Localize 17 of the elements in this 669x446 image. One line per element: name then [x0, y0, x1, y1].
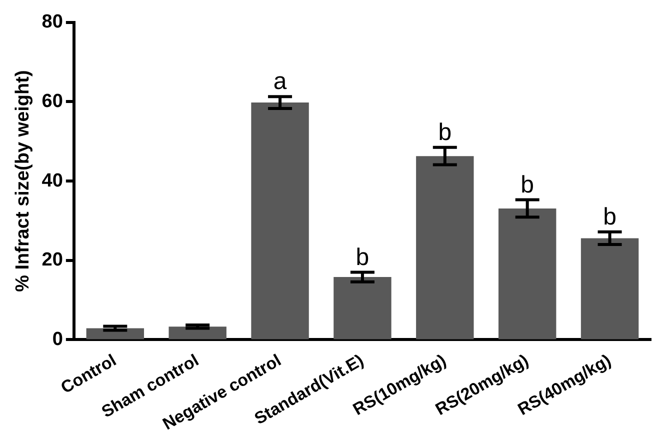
- y-tick-label: 80: [42, 12, 63, 33]
- bar: [168, 326, 226, 340]
- bar: [251, 102, 309, 340]
- bar: [580, 238, 639, 340]
- bar: [334, 277, 392, 340]
- y-axis-title: % Infract size(by weight): [12, 70, 34, 292]
- bar: [498, 208, 556, 340]
- y-tick-label: 40: [42, 170, 63, 192]
- annotation: b: [520, 171, 534, 198]
- annotation: b: [356, 244, 370, 271]
- annotation: b: [603, 203, 616, 230]
- y-tick-label: 60: [42, 90, 63, 112]
- y-tick-label: 0: [52, 328, 63, 350]
- annotation: a: [273, 68, 288, 96]
- y-tick-label: 20: [42, 250, 63, 271]
- annotation: b: [438, 118, 452, 146]
- bar: [416, 156, 474, 340]
